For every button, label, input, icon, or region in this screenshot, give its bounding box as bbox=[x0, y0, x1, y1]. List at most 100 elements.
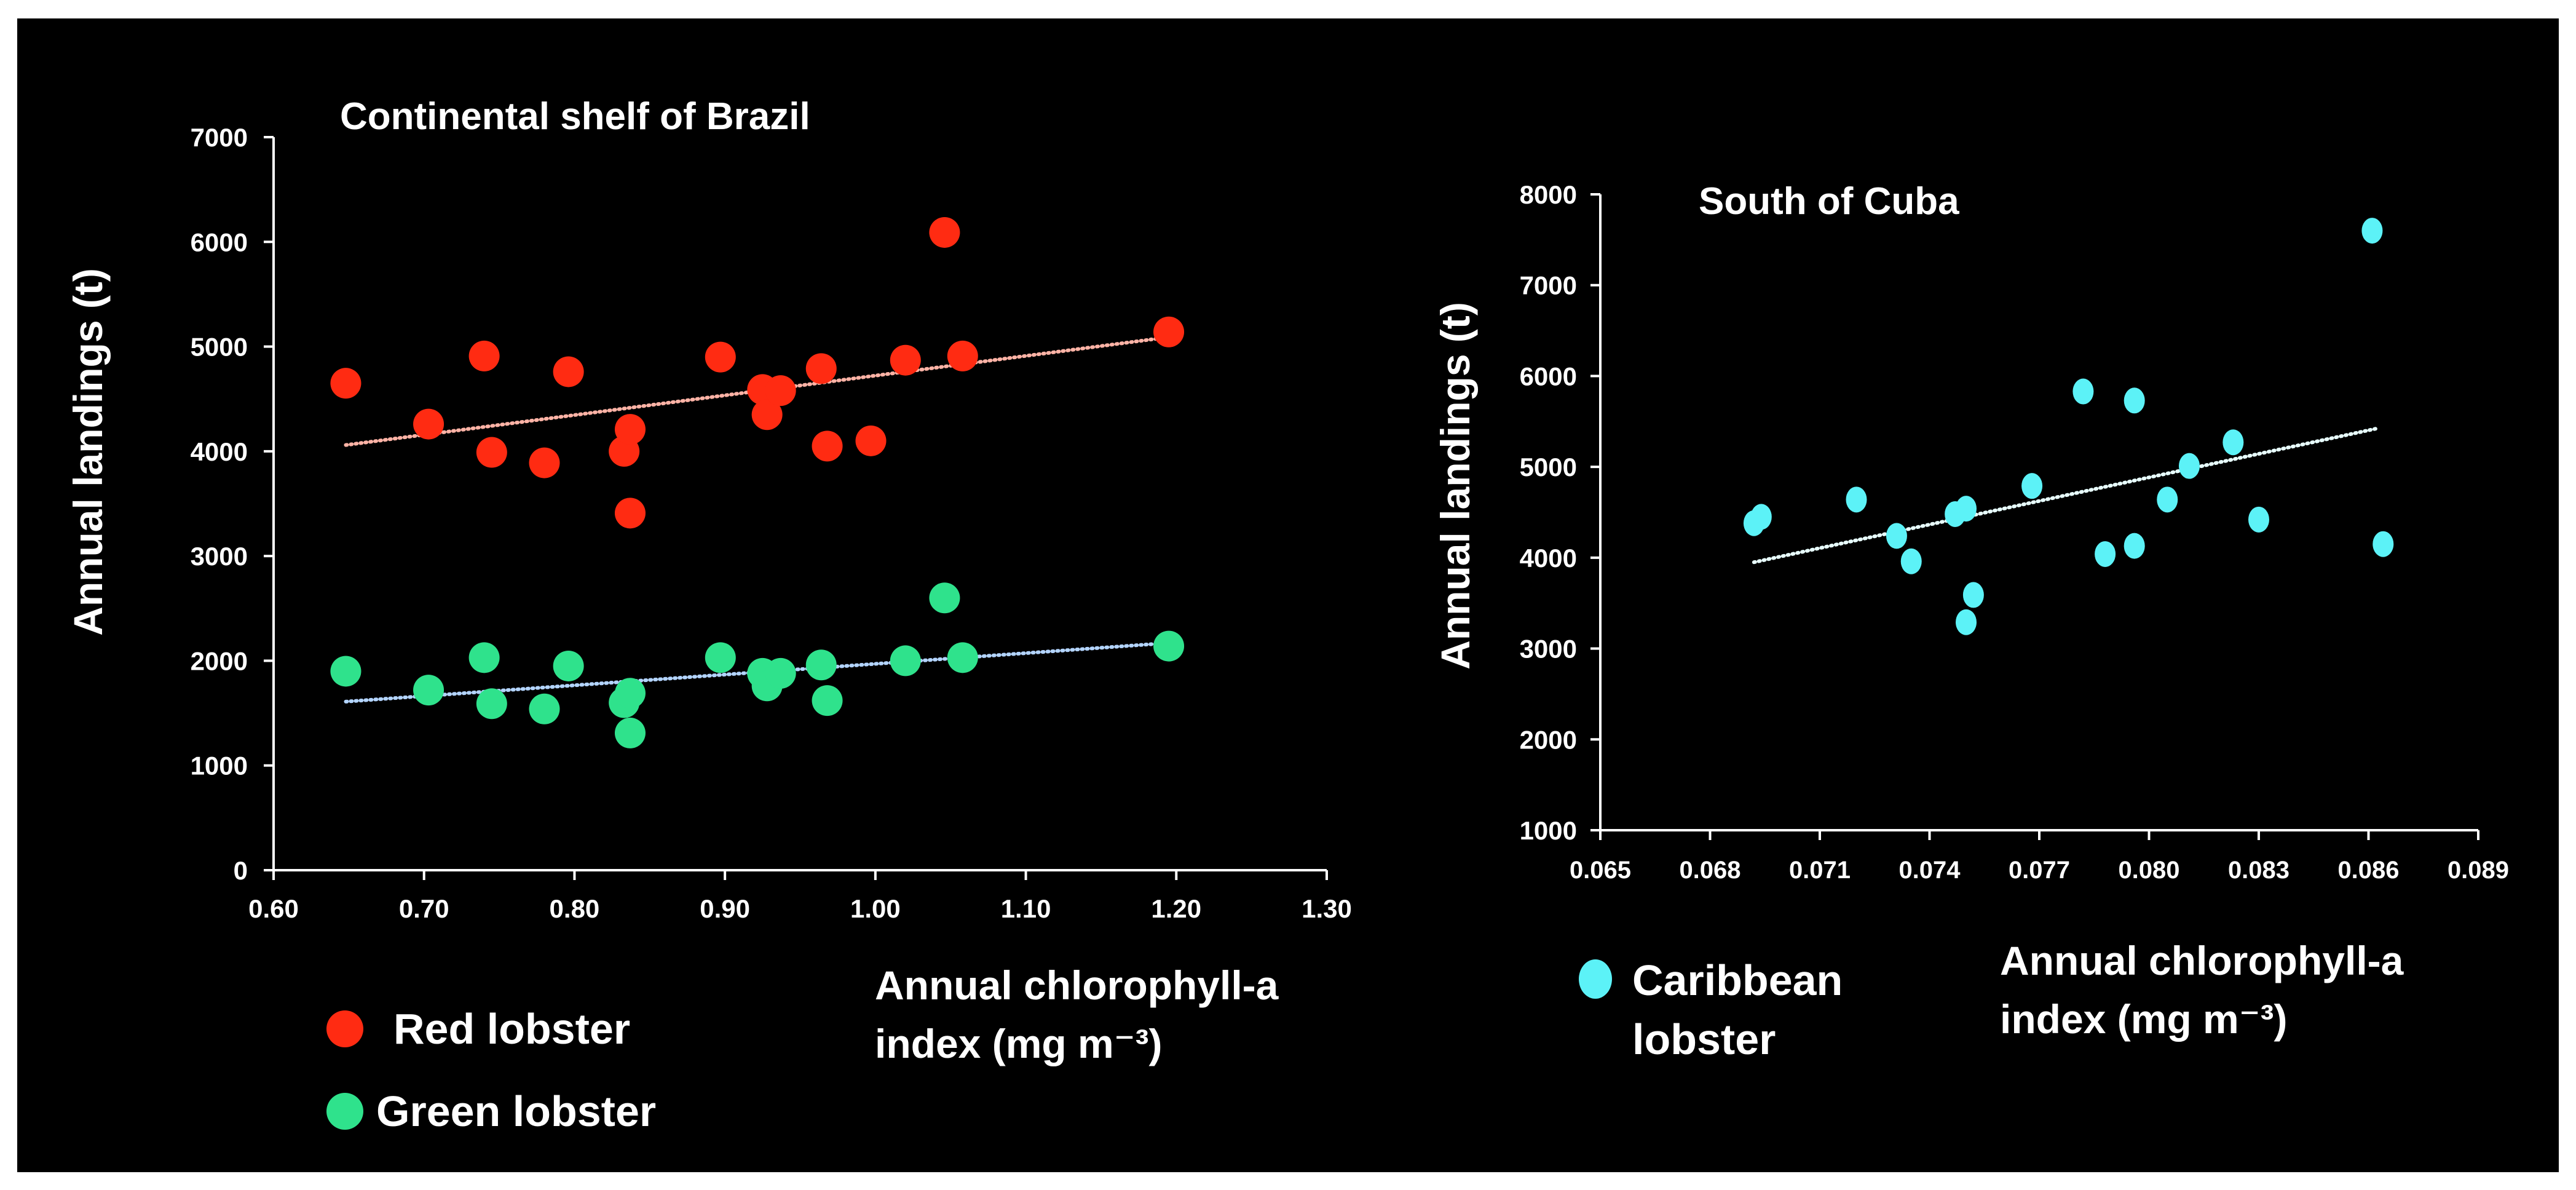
data-point-red-lobster bbox=[812, 430, 843, 462]
data-point-caribbean-lobster bbox=[2248, 506, 2269, 533]
cuba-trend-lines bbox=[1752, 427, 2378, 565]
cuba-x-tick-label: 0.074 bbox=[1898, 857, 1961, 884]
legend-label-caribbean-lobster-line1: Caribbean bbox=[1632, 956, 1843, 1004]
data-point-caribbean-lobster bbox=[2178, 453, 2200, 479]
brazil-x-tick-label: 0.60 bbox=[248, 894, 299, 923]
brazil-y-tick-label: 1000 bbox=[191, 752, 248, 780]
cuba-chart: South of Cuba Annual landings (t) 1000 20… bbox=[1432, 180, 2509, 1063]
cuba-x-axis-title-line2: index (mg m⁻³) bbox=[2000, 996, 2288, 1042]
data-point-green-lobster bbox=[929, 582, 960, 614]
data-point-caribbean-lobster bbox=[1962, 582, 1984, 608]
cuba-y-tick-label: 4000 bbox=[1520, 544, 1577, 573]
brazil-tick-labels: 0 1000 2000 3000 4000 5000 6000 7000 0.60 0.70 0.8… bbox=[191, 123, 1352, 923]
data-point-red-lobster bbox=[614, 498, 646, 529]
data-point-green-lobster bbox=[330, 656, 362, 687]
legend-label-red-lobster: Red lobster bbox=[393, 1005, 630, 1053]
data-point-red-lobster bbox=[330, 368, 362, 399]
brazil-chart: Continental shelf of Brazil Annual landi… bbox=[65, 95, 1352, 1135]
data-point-red-lobster bbox=[529, 447, 560, 478]
brazil-x-tick-label: 0.80 bbox=[550, 894, 600, 923]
brazil-y-tick-label: 0 bbox=[234, 856, 248, 885]
data-point-red-lobster bbox=[751, 399, 783, 430]
data-point-red-lobster bbox=[705, 341, 736, 373]
cuba-x-tick-label: 0.065 bbox=[1570, 857, 1631, 884]
data-point-caribbean-lobster bbox=[2157, 486, 2178, 513]
data-point-red-lobster bbox=[476, 437, 507, 468]
brazil-x-axis-title-line2: index (mg m⁻³) bbox=[875, 1021, 1163, 1066]
figure-panel: Continental shelf of Brazil Annual landi… bbox=[17, 18, 2559, 1172]
brazil-y-tick-label: 5000 bbox=[191, 333, 248, 362]
cuba-y-tick-label: 3000 bbox=[1520, 635, 1577, 664]
data-point-green-lobster bbox=[765, 657, 796, 689]
data-point-red-lobster bbox=[929, 216, 960, 248]
data-point-caribbean-lobster bbox=[2072, 378, 2094, 405]
data-point-green-lobster bbox=[812, 685, 843, 716]
data-point-green-lobster bbox=[805, 649, 837, 681]
legend-label-caribbean-lobster-line2: lobster bbox=[1632, 1015, 1776, 1063]
brazil-axes bbox=[264, 136, 1328, 880]
data-point-red-lobster bbox=[855, 425, 887, 456]
cuba-x-tick-label: 0.068 bbox=[1679, 857, 1740, 884]
cuba-x-axis-title-line1: Annual chlorophyll-a bbox=[2000, 938, 2404, 983]
cuba-x-tick-label: 0.080 bbox=[2118, 857, 2179, 884]
data-point-caribbean-lobster bbox=[2222, 429, 2244, 456]
brazil-x-tick-label: 1.20 bbox=[1151, 894, 1201, 923]
data-point-red-lobster bbox=[947, 340, 978, 371]
brazil-y-tick-label: 4000 bbox=[191, 437, 248, 466]
data-point-caribbean-lobster bbox=[2124, 387, 2145, 414]
data-point-caribbean-lobster bbox=[2095, 541, 2116, 567]
cuba-x-tick-label: 0.071 bbox=[1789, 857, 1851, 884]
cuba-y-tick-label: 5000 bbox=[1520, 453, 1577, 482]
legend-marker-red-lobster bbox=[326, 1010, 363, 1047]
data-point-caribbean-lobster bbox=[1900, 548, 1922, 574]
data-point-red-lobster bbox=[413, 408, 444, 440]
data-point-green-lobster bbox=[413, 675, 444, 706]
cuba-x-tick-label: 0.077 bbox=[2009, 857, 2070, 884]
data-point-green-lobster bbox=[476, 688, 507, 720]
brazil-x-tick-label: 0.70 bbox=[399, 894, 449, 923]
brazil-x-tick-label: 1.00 bbox=[850, 894, 901, 923]
brazil-x-tick-label: 1.10 bbox=[1001, 894, 1051, 923]
brazil-y-tick-label: 7000 bbox=[191, 123, 248, 152]
data-point-green-lobster bbox=[614, 678, 646, 709]
data-point-caribbean-lobster bbox=[2021, 473, 2043, 499]
cuba-x-tick-label: 0.089 bbox=[2448, 857, 2509, 884]
brazil-y-tick-label: 2000 bbox=[191, 646, 248, 675]
cuba-y-tick-label: 2000 bbox=[1520, 725, 1577, 754]
brazil-chart-title: Continental shelf of Brazil bbox=[340, 95, 810, 138]
cuba-y-tick-label: 1000 bbox=[1520, 816, 1577, 845]
brazil-y-tick-label: 3000 bbox=[191, 542, 248, 571]
data-point-red-lobster bbox=[890, 344, 921, 376]
brazil-y-tick-label: 6000 bbox=[191, 228, 248, 256]
brazil-data-points bbox=[330, 216, 1185, 748]
cuba-y-tick-label: 8000 bbox=[1520, 180, 1577, 209]
cuba-tick-labels: 1000 2000 3000 4000 5000 6000 7000 8000 0.065 0.0… bbox=[1520, 180, 2509, 884]
data-point-green-lobster bbox=[553, 650, 584, 681]
data-point-green-lobster bbox=[1153, 630, 1185, 662]
data-point-green-lobster bbox=[947, 642, 978, 673]
data-point-green-lobster bbox=[890, 645, 921, 676]
data-point-caribbean-lobster bbox=[1956, 609, 1977, 635]
data-point-red-lobster bbox=[805, 353, 837, 384]
data-point-red-lobster bbox=[553, 356, 584, 387]
figure-svg: Continental shelf of Brazil Annual landi… bbox=[65, 95, 2509, 1135]
data-point-caribbean-lobster bbox=[1750, 504, 1772, 530]
brazil-x-axis-title-line1: Annual chlorophyll-a bbox=[875, 962, 1279, 1008]
cuba-axes bbox=[1590, 193, 2479, 840]
brazil-y-axis-title: Annual landings (t) bbox=[65, 268, 111, 636]
brazil-x-tick-label: 0.90 bbox=[700, 894, 750, 923]
cuba-data-points bbox=[1743, 218, 2394, 635]
data-point-caribbean-lobster bbox=[1956, 496, 1977, 522]
cuba-x-tick-label: 0.083 bbox=[2228, 857, 2290, 884]
data-point-red-lobster bbox=[1153, 316, 1185, 347]
cuba-chart-title: South of Cuba bbox=[1699, 180, 1959, 223]
legend-marker-caribbean-lobster bbox=[1579, 959, 1612, 999]
legend-marker-green-lobster bbox=[326, 1093, 363, 1130]
data-point-caribbean-lobster bbox=[2373, 531, 2394, 557]
data-point-green-lobster bbox=[529, 693, 560, 724]
data-point-caribbean-lobster bbox=[1846, 486, 1867, 513]
data-point-caribbean-lobster bbox=[2124, 533, 2145, 559]
cuba-y-tick-label: 7000 bbox=[1520, 271, 1577, 300]
cuba-y-tick-label: 6000 bbox=[1520, 362, 1577, 391]
data-point-caribbean-lobster bbox=[1886, 523, 1907, 549]
